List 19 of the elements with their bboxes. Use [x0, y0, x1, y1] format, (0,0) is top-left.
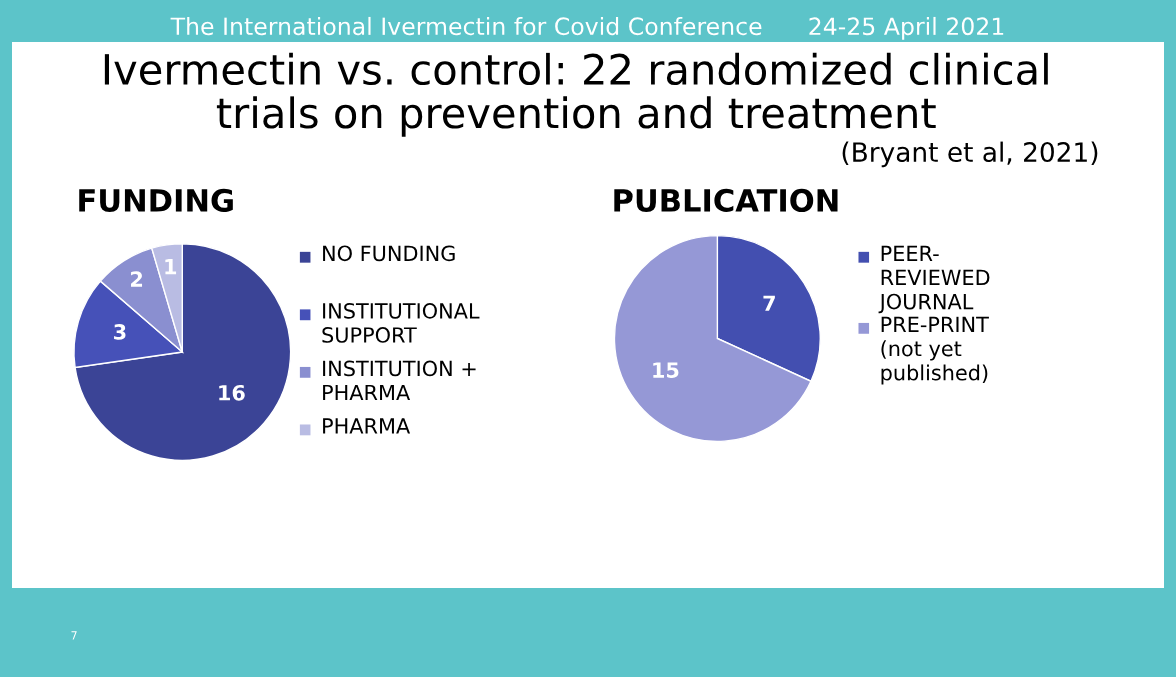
text: The International Ivermectin for Covid Conference 24-25 April 2021 [170, 16, 1004, 40]
text: Ivermectin vs. control: 22 randomized clinical trials on prevention and treatment [104, 52, 1048, 137]
data-label: 16 [219, 384, 245, 401]
legend-label: INSTITUTION + PHARMA [323, 360, 476, 401]
legend-label: INSTITUTIONAL SUPPORT [322, 302, 480, 343]
data-label: 2 [131, 271, 143, 287]
data-label: 3 [114, 324, 126, 340]
chart-title: PUBLICATION [614, 188, 838, 212]
data-label: 15 [653, 362, 679, 378]
legend-label: NO FUNDING [323, 245, 455, 262]
chart-title: FUNDING [79, 188, 233, 212]
text: 7 [71, 631, 77, 640]
text: (Bryant et al, 2021) [842, 141, 1098, 168]
pie-slice [74, 243, 292, 462]
legend-label: PRE-PRINT (not yet published) [881, 316, 989, 385]
legend-label: PHARMA [323, 418, 411, 434]
data-label: 7 [763, 295, 775, 311]
data-label: 1 [165, 258, 177, 275]
legend-label: PEER- REVIEWED JOURNAL [878, 245, 990, 314]
